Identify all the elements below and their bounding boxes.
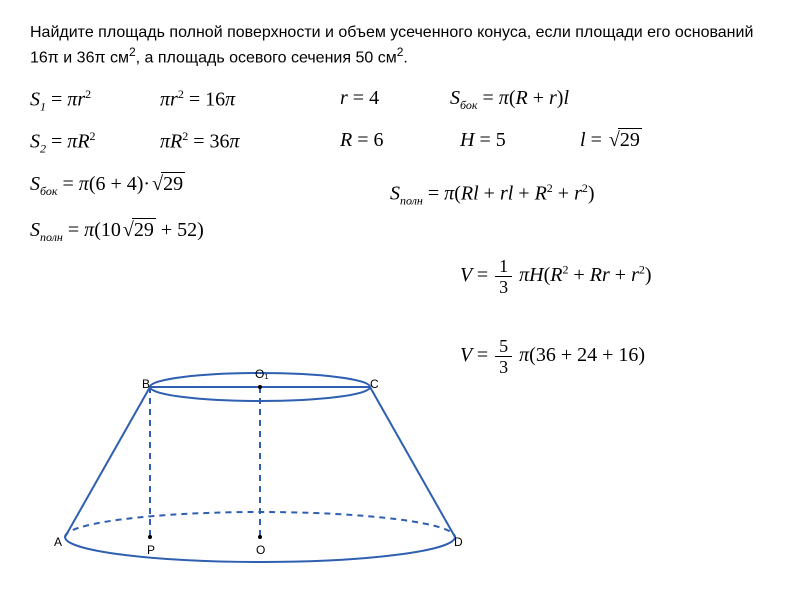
label-B: B — [142, 377, 150, 391]
page: Найдите площадь полной поверхности и объ… — [0, 0, 800, 600]
eq-l29: l = 29 — [580, 129, 642, 152]
eq-s2: S2 = πR2 — [30, 129, 96, 157]
eq-sbok-val: Sбок = π(6 + 4)·29 — [30, 173, 185, 199]
label-C: C — [370, 377, 379, 391]
eq-pir2-16: πr2 = 16π — [160, 87, 235, 112]
eq-spoln-form: Sполн = π(Rl + rl + R2 + r2) — [390, 181, 595, 209]
eq-spoln-val: Sполн = π(1029 + 52) — [30, 219, 204, 245]
label-D: D — [454, 535, 463, 549]
solution-area: S1 = πr2 πr2 = 16π r = 4 Sбок = π(R + r)… — [30, 87, 770, 587]
label-O: O — [256, 543, 265, 557]
label-A: A — [54, 535, 62, 549]
eq-piR2-36: πR2 = 36π — [160, 129, 240, 154]
eq-V-val: V = 53 π(36 + 24 + 16) — [460, 337, 645, 376]
eq-V-form: V = 13 πH(R2 + Rr + r2) — [460, 257, 652, 296]
problem-statement: Найдите площадь полной поверхности и объ… — [30, 22, 770, 69]
eq-H5: H = 5 — [460, 129, 506, 152]
eq-sbok-form: Sбок = π(R + r)l — [450, 87, 569, 113]
label-O1: O₁ — [255, 367, 268, 381]
eq-s1: S1 = πr2 — [30, 87, 91, 115]
eq-r4: r = 4 — [340, 87, 379, 110]
eq-R6: R = 6 — [340, 129, 384, 152]
label-P: P — [147, 543, 155, 557]
